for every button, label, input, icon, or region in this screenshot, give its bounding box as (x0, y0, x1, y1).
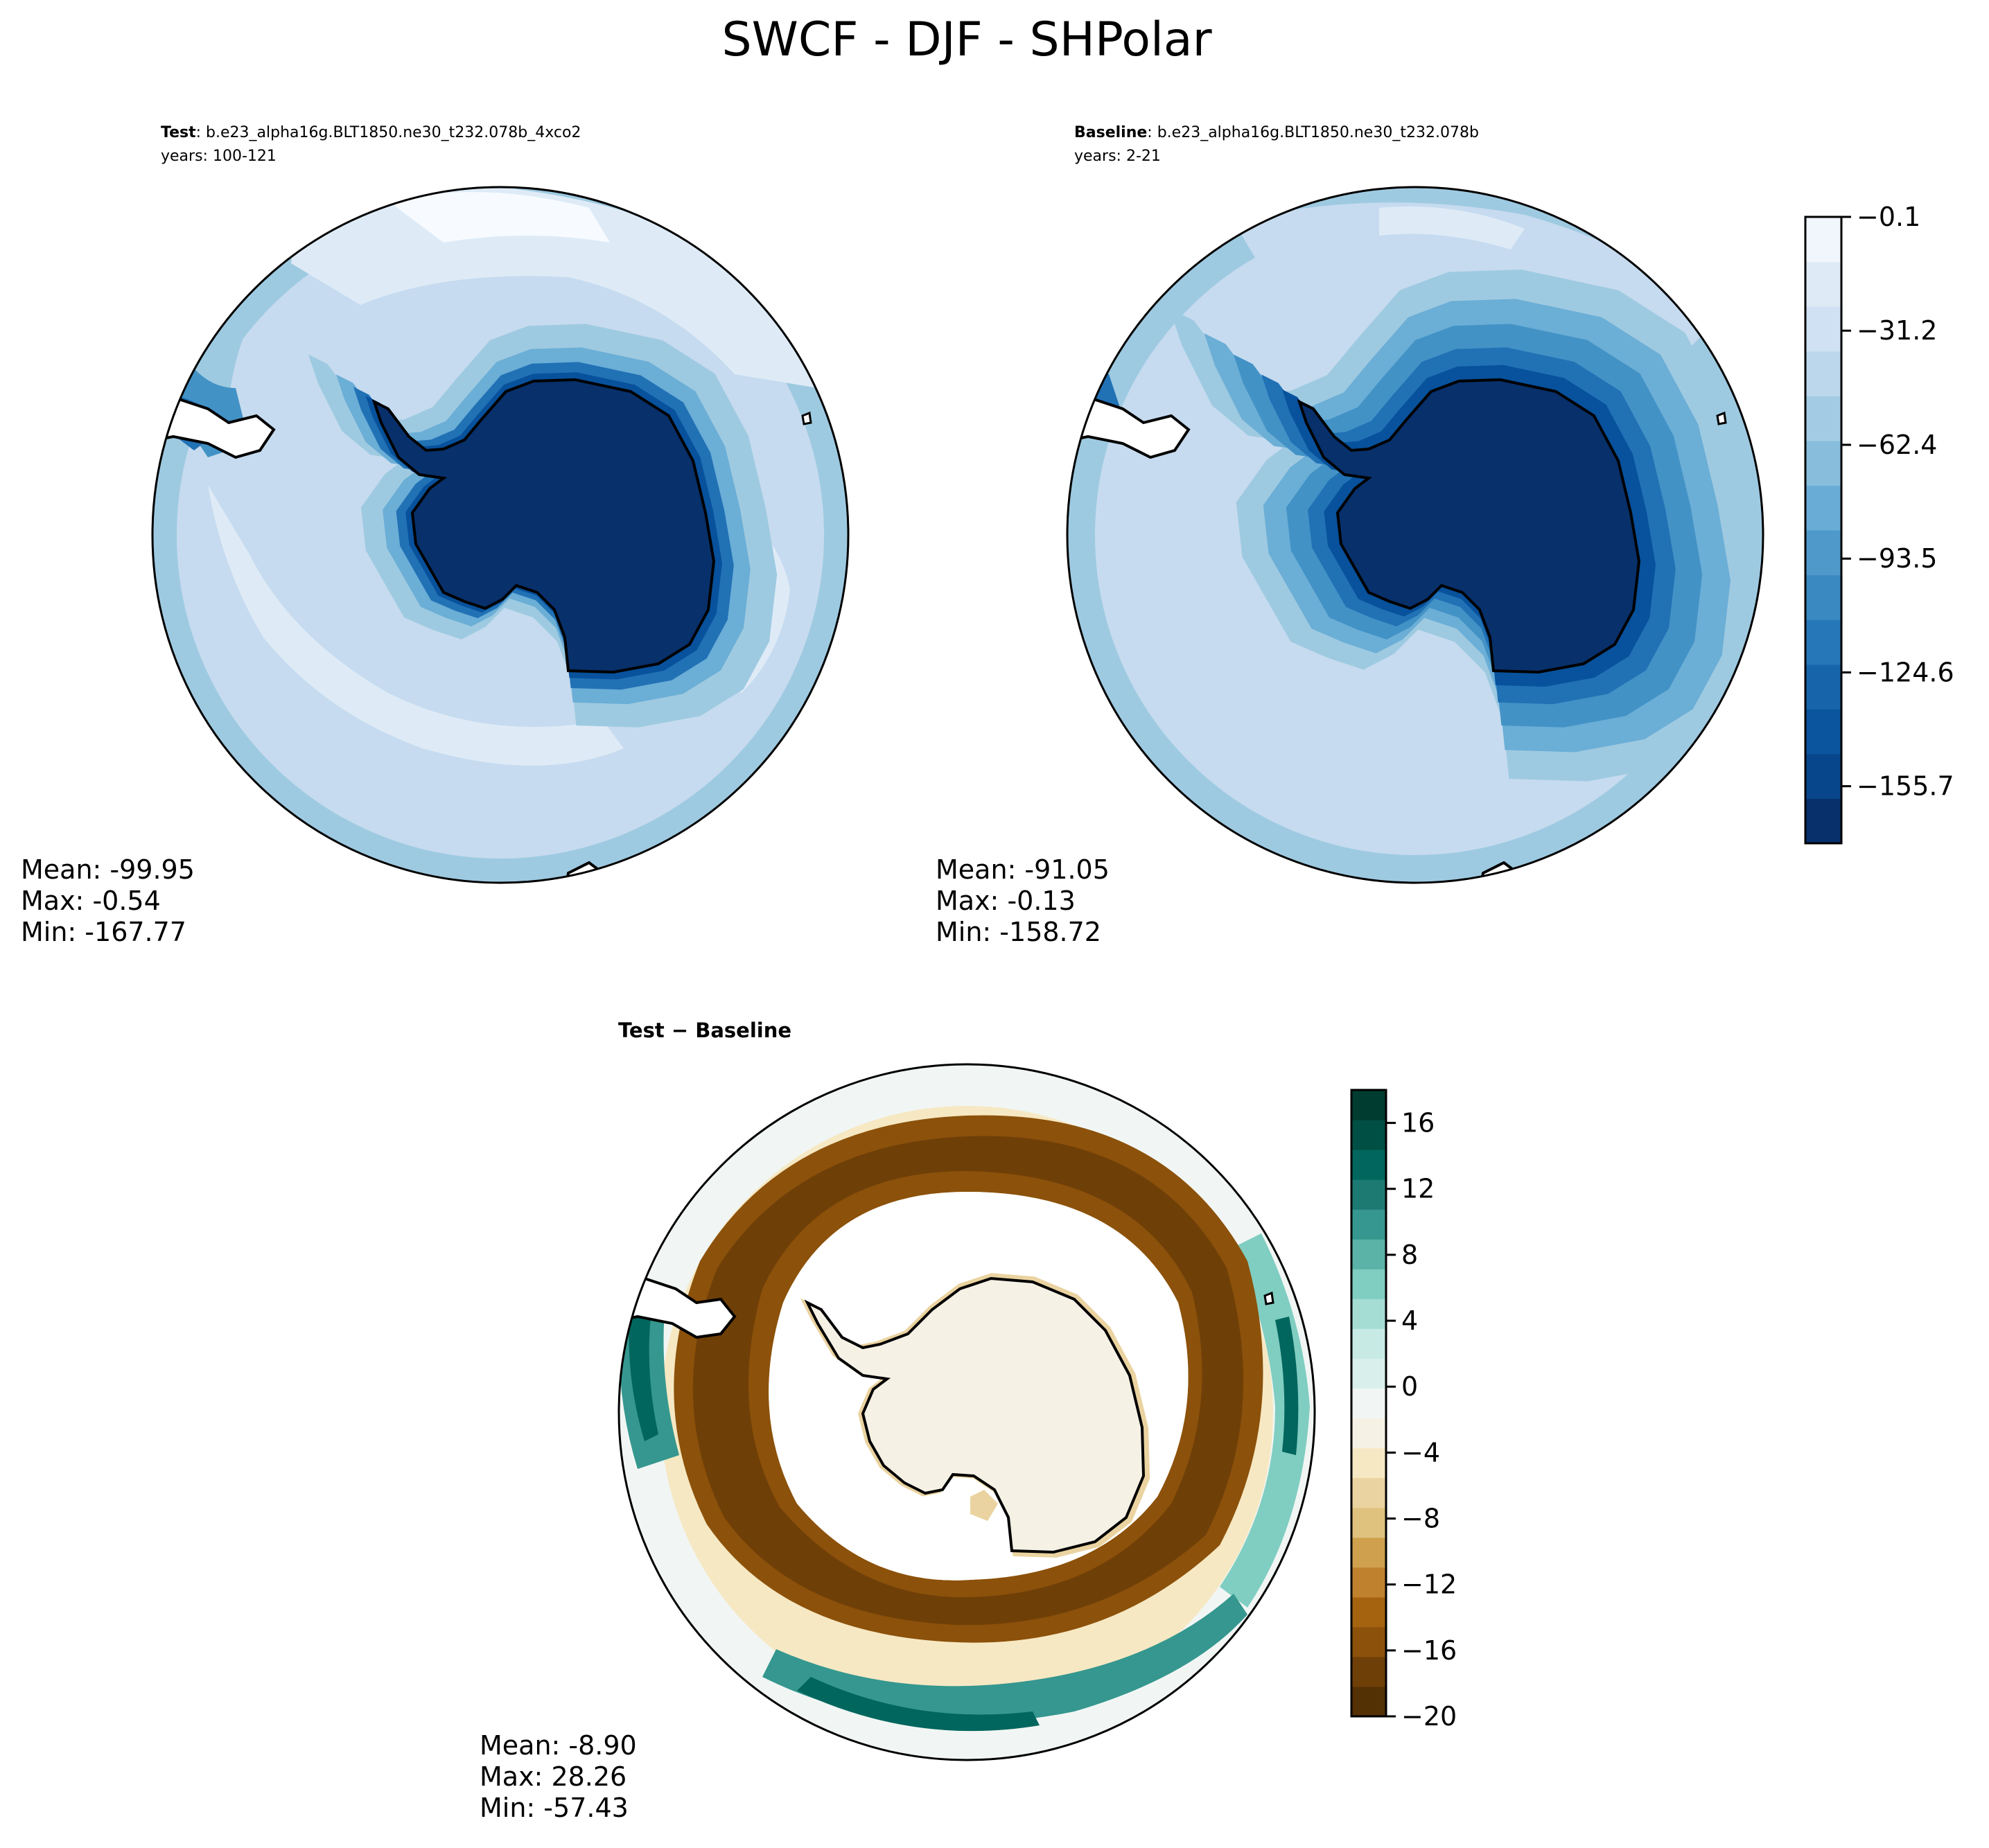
top-colorbar-segment (1805, 306, 1841, 352)
top-colorbar-tick-label: −62.4 (1857, 430, 1937, 460)
diff-teal-south (762, 1594, 1247, 1723)
baseline-island-east (1716, 411, 1727, 425)
test-map-boundary (151, 186, 850, 884)
top-colorbar-segment (1805, 798, 1841, 844)
figure-title: SWCF - DJF - SHPolar (721, 12, 1211, 67)
baseline-map (1067, 187, 1763, 883)
test-island-east (801, 411, 812, 425)
diff-map-boundary (617, 1063, 1316, 1761)
baseline-max: Max: -0.13 (936, 886, 1076, 916)
diff-colorbar-tick-label: 4 (1401, 1305, 1418, 1336)
diff-colorbar-segment (1351, 1686, 1386, 1717)
baseline-mean: Mean: -91.05 (936, 854, 1110, 885)
top-colorbar-segment (1805, 530, 1841, 576)
top-colorbar-tick-label: −155.7 (1857, 771, 1954, 802)
diff-panel: Test − Baseline Mean: (480, 1019, 1316, 1823)
diff-colorbar-segment (1351, 1358, 1386, 1389)
baseline-label-bold: Baseline (1074, 124, 1147, 141)
diff-colorbar-tick-label: −16 (1401, 1635, 1457, 1666)
diff-colorbar-segment (1351, 1567, 1386, 1598)
diff-colorbar-segment (1351, 1418, 1386, 1449)
diff-label: Test − Baseline (618, 1019, 791, 1042)
diff-peninsula-shade (970, 1490, 998, 1521)
test-label-bold: Test (161, 124, 196, 141)
test-panel: Test: b.e23_alpha16g.BLT1850.ne30_t232.0… (21, 124, 850, 947)
diff-colorbar: 16 12 8 4 0 −4 −8 −12 −16 −20 (1350, 1089, 1457, 1732)
diff-colorbar-segment (1351, 1537, 1386, 1568)
top-colorbar-frame (1804, 215, 1843, 845)
baseline-label: Baseline: b.e23_alpha16g.BLT1850.ne30_t2… (1074, 124, 1479, 141)
diff-colorbar-segment (1351, 1269, 1386, 1299)
baseline-panel: Baseline: b.e23_alpha16g.BLT1850.ne30_t2… (936, 124, 1764, 947)
diff-colorbar-segment (1351, 1507, 1386, 1538)
baseline-light-north (1379, 206, 1525, 249)
diff-colorbar-segment (1351, 1150, 1386, 1180)
diff-colorbar-segment (1351, 1090, 1386, 1120)
diff-colorbar-tick-label: 0 (1401, 1371, 1418, 1402)
diff-teal-west-dark (629, 1303, 658, 1441)
top-colorbar-segment (1805, 485, 1841, 531)
diff-colorbar-tick-label: −12 (1401, 1569, 1457, 1600)
test-max: Max: -0.54 (21, 886, 161, 916)
diff-min: Min: -57.43 (480, 1793, 629, 1823)
diff-colorbar-segment (1351, 1179, 1386, 1210)
top-colorbar-segment (1805, 261, 1841, 307)
diff-colorbar-segment (1351, 1477, 1386, 1508)
top-colorbar-segment (1805, 396, 1841, 441)
diff-colorbar-segment (1351, 1626, 1386, 1657)
top-colorbar-segment (1805, 709, 1841, 755)
diff-colorbar-tick-label: 16 (1401, 1108, 1435, 1138)
test-map (152, 187, 848, 883)
diff-colorbar-segment (1351, 1596, 1386, 1628)
top-colorbar-tick-label: −31.2 (1857, 315, 1937, 346)
diff-mean: Mean: -8.90 (480, 1730, 637, 1761)
top-colorbar-segment (1805, 440, 1841, 486)
test-mid-west (187, 291, 263, 402)
diff-colorbar-tick-label: −8 (1401, 1504, 1440, 1534)
diff-colorbar-segment (1351, 1388, 1386, 1419)
diff-colorbar-segment (1351, 1299, 1386, 1329)
test-min: Min: -167.77 (21, 917, 186, 947)
baseline-light-south (1109, 499, 1393, 776)
diff-map (619, 1064, 1315, 1760)
baseline-north-band (1234, 202, 1719, 360)
diff-colorbar-segment (1351, 1120, 1386, 1150)
top-colorbar-segment (1805, 217, 1841, 263)
top-colorbar-segment (1805, 619, 1841, 665)
diff-colorbar-frame (1350, 1089, 1387, 1718)
test-label-run: : b.e23_alpha16g.BLT1850.ne30_t232.078b_… (196, 124, 581, 141)
test-mean: Mean: -99.95 (21, 854, 195, 885)
diff-colorbar-tick-label: −20 (1401, 1701, 1457, 1732)
diff-colorbar-tick-label: 12 (1401, 1174, 1435, 1204)
diff-max: Max: 28.26 (480, 1761, 627, 1792)
top-colorbar-tick-label: −0.1 (1857, 202, 1920, 232)
diff-teal-south-dark (797, 1677, 1040, 1732)
diff-teal-east-dark (1275, 1317, 1299, 1455)
top-colorbar: −0.1 −31.2 −62.4 −93.5 −124.6 −155.7 (1804, 202, 1954, 845)
baseline-label-run: : b.e23_alpha16g.BLT1850.ne30_t232.078b (1147, 124, 1479, 141)
diff-colorbar-tick-label: 8 (1401, 1240, 1418, 1270)
diff-colorbar-segment (1351, 1239, 1386, 1269)
baseline-years: years: 2-21 (1074, 148, 1161, 165)
test-lightest-north (388, 192, 610, 243)
top-colorbar-segment (1805, 753, 1841, 800)
test-label: Test: b.e23_alpha16g.BLT1850.ne30_t232.0… (161, 124, 581, 141)
top-colorbar-segment (1805, 351, 1841, 396)
baseline-map-boundary (1066, 186, 1764, 884)
baseline-min: Min: -158.72 (936, 917, 1101, 947)
diff-colorbar-tick-label: −4 (1401, 1437, 1440, 1468)
test-light-south (208, 485, 624, 766)
diff-island-east (1263, 1291, 1274, 1305)
diff-colorbar-segment (1351, 1328, 1386, 1359)
diff-colorbar-segment (1351, 1447, 1386, 1479)
top-colorbar-segment (1805, 664, 1841, 710)
top-colorbar-segment (1805, 574, 1841, 620)
test-years: years: 100-121 (161, 148, 277, 165)
diff-colorbar-segment (1351, 1656, 1386, 1687)
diff-colorbar-segment (1351, 1209, 1386, 1240)
top-colorbar-tick-label: −124.6 (1857, 657, 1954, 687)
top-colorbar-tick-label: −93.5 (1857, 543, 1937, 574)
